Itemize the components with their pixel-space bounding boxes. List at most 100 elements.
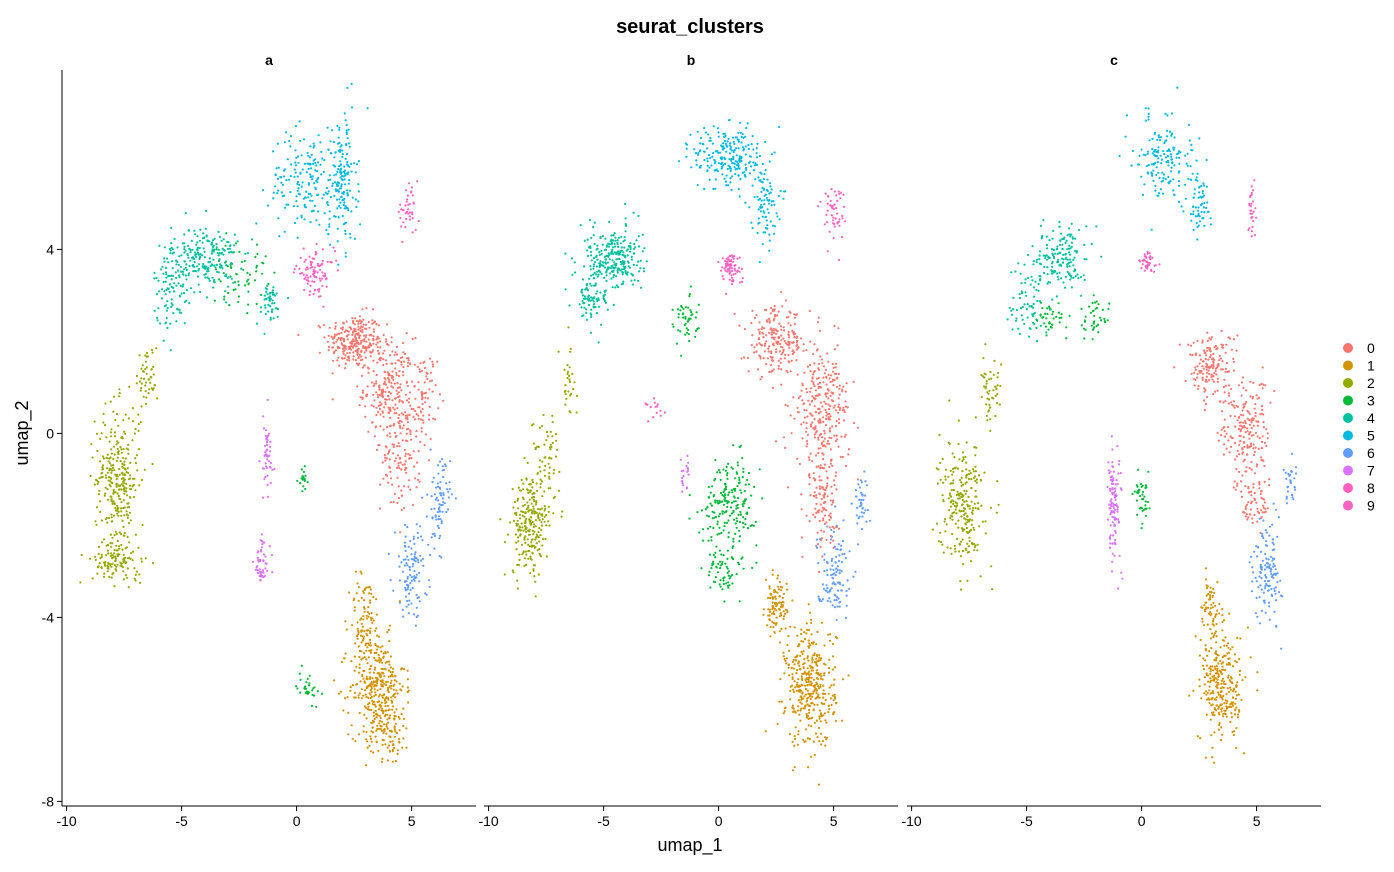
point-cluster-3	[676, 308, 680, 311]
point-cluster-5	[294, 161, 297, 164]
point-cluster-1	[784, 608, 788, 611]
point-cluster-6	[437, 464, 440, 467]
point-cluster-2	[545, 439, 548, 442]
point-cluster-0	[841, 388, 844, 391]
point-cluster-1	[807, 676, 810, 679]
point-cluster-4	[170, 285, 173, 289]
point-cluster-1	[768, 610, 772, 614]
point-cluster-2	[147, 392, 150, 395]
point-cluster-0	[753, 346, 756, 349]
point-cluster-3	[242, 268, 245, 271]
point-cluster-2	[540, 524, 544, 527]
point-cluster-0	[824, 392, 828, 395]
point-cluster-0	[847, 448, 851, 451]
point-cluster-4	[583, 306, 586, 309]
point-cluster-1	[370, 721, 373, 724]
point-cluster-2	[539, 486, 542, 489]
point-cluster-4	[220, 265, 223, 268]
point-cluster-1	[381, 645, 384, 648]
point-cluster-0	[351, 317, 354, 320]
point-cluster-5	[323, 212, 326, 215]
point-cluster-1	[810, 725, 813, 728]
point-cluster-0	[425, 371, 428, 374]
point-cluster-1	[768, 596, 772, 600]
point-cluster-2	[535, 542, 538, 545]
point-cluster-2	[125, 487, 128, 490]
point-cluster-1	[779, 678, 782, 681]
point-cluster-3	[712, 526, 715, 530]
point-cluster-4	[227, 276, 230, 279]
point-cluster-0	[357, 322, 360, 325]
point-cluster-3	[736, 520, 739, 523]
point-cluster-3	[748, 506, 751, 509]
point-cluster-4	[167, 287, 170, 290]
point-cluster-0	[372, 342, 375, 345]
point-cluster-1	[379, 674, 383, 677]
point-cluster-1	[778, 580, 782, 584]
point-cluster-4	[197, 252, 200, 255]
point-cluster-0	[331, 398, 334, 401]
point-cluster-0	[814, 394, 818, 397]
point-cluster-0	[831, 425, 834, 428]
point-cluster-3	[747, 471, 751, 475]
point-cluster-1	[398, 682, 401, 685]
point-cluster-2	[118, 467, 121, 471]
point-cluster-4	[165, 288, 168, 292]
point-cluster-2	[119, 533, 123, 536]
point-cluster-5	[283, 169, 286, 172]
point-cluster-6	[435, 518, 438, 521]
point-cluster-2	[111, 520, 114, 523]
point-cluster-4	[169, 322, 172, 325]
point-cluster-6	[412, 535, 415, 538]
point-cluster-1	[772, 622, 776, 625]
point-cluster-2	[111, 536, 114, 539]
point-cluster-1	[799, 701, 802, 704]
point-cluster-0	[784, 353, 787, 356]
point-cluster-2	[122, 553, 125, 557]
point-cluster-5	[346, 163, 349, 166]
point-cluster-4	[168, 274, 171, 278]
point-cluster-2	[125, 482, 128, 485]
point-cluster-1	[381, 696, 384, 699]
point-cluster-6	[415, 523, 418, 526]
point-cluster-0	[787, 340, 790, 343]
point-cluster-5	[312, 146, 315, 149]
point-cluster-6	[435, 486, 438, 489]
point-cluster-4	[179, 284, 182, 287]
point-cluster-4	[170, 305, 173, 308]
point-cluster-4	[185, 278, 188, 281]
point-cluster-2	[115, 459, 118, 462]
point-cluster-2	[151, 562, 154, 565]
point-cluster-1	[396, 749, 399, 752]
point-cluster-6	[429, 448, 432, 451]
point-cluster-2	[114, 560, 117, 563]
point-cluster-2	[122, 473, 125, 476]
point-cluster-1	[375, 613, 378, 616]
point-cluster-0	[829, 405, 832, 408]
point-cluster-0	[348, 359, 351, 362]
point-cluster-1	[386, 721, 390, 724]
point-cluster-1	[361, 639, 364, 642]
point-cluster-2	[517, 563, 521, 567]
point-cluster-2	[140, 387, 143, 390]
point-cluster-2	[521, 526, 524, 529]
point-cluster-4	[178, 311, 181, 314]
point-cluster-1	[358, 733, 361, 736]
point-cluster-0	[343, 344, 346, 347]
point-cluster-5	[304, 196, 307, 199]
point-cluster-1	[382, 709, 385, 712]
point-cluster-0	[791, 329, 794, 332]
point-cluster-1	[830, 703, 833, 707]
point-cluster-0	[333, 350, 336, 353]
point-cluster-1	[363, 656, 366, 659]
point-cluster-4	[616, 286, 620, 289]
point-cluster-1	[388, 624, 392, 627]
point-cluster-0	[819, 464, 822, 467]
point-cluster-6	[433, 493, 436, 496]
point-cluster-0	[390, 362, 393, 365]
point-cluster-3	[743, 502, 746, 505]
point-cluster-2	[125, 510, 128, 513]
point-cluster-1	[831, 668, 834, 671]
point-cluster-3	[731, 574, 734, 577]
point-cluster-0	[826, 440, 830, 443]
